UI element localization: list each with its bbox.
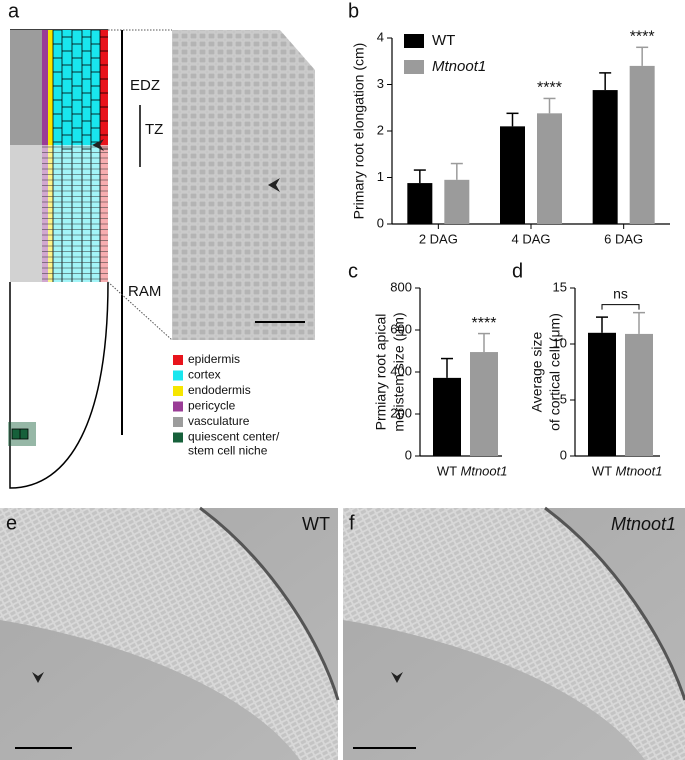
x-tick-label: Mtnoot1: [461, 463, 508, 478]
tissue: [48, 145, 53, 282]
tissue: [100, 30, 108, 145]
tissue: [53, 30, 100, 145]
y-tick-label: 0: [405, 447, 412, 462]
zone-label: TZ: [145, 121, 163, 138]
y-tick-label: 600: [390, 321, 412, 336]
bar: [500, 126, 525, 224]
legend-label: WT: [432, 32, 455, 49]
legend-label: stem cell niche: [188, 444, 268, 458]
zone-label: RAM: [128, 283, 161, 300]
y-axis-label: Prmiary root apical: [373, 314, 389, 431]
bar: [588, 332, 616, 456]
y-axis-label: Primary root elongation (cm): [351, 43, 367, 220]
bar: [537, 113, 562, 224]
x-tick-label: WT: [592, 463, 612, 478]
y-tick-label: 2: [377, 122, 384, 137]
micrograph: [172, 30, 315, 340]
x-tick-label: Mtnoot1: [616, 463, 663, 478]
arrowhead: [92, 139, 104, 151]
annotation: ****: [630, 29, 655, 46]
legend-label: epidermis: [188, 352, 240, 366]
x-tick-label: WT: [437, 463, 457, 478]
genotype-label: WT: [302, 514, 330, 534]
y-axis-label: meristem size (μm): [391, 312, 407, 431]
arrowhead: [268, 178, 280, 192]
legend-label: cortex: [188, 368, 221, 382]
bar: [629, 65, 655, 225]
tissue: [42, 30, 48, 145]
zone-label: EDZ: [130, 77, 160, 94]
x-tick-label: 4 DAG: [511, 231, 550, 246]
panel-label: a: [8, 0, 20, 22]
genotype-label: Mtnoot1: [611, 514, 676, 534]
root-schematic: [9, 29, 315, 489]
y-tick-label: 4: [377, 29, 384, 44]
y-axis-label: of cortical cell (μm): [547, 313, 563, 431]
significance-bracket: [601, 304, 640, 310]
bar: [407, 183, 433, 224]
legend-label: endodermis: [188, 383, 251, 397]
bar: [625, 333, 653, 456]
y-tick-label: 0: [560, 447, 567, 462]
y-tick-label: 400: [390, 363, 412, 378]
tissue: [48, 30, 53, 145]
y-tick-label: 15: [553, 279, 567, 294]
legend-swatch: [173, 386, 183, 396]
y-axis-label: Average size: [529, 331, 545, 412]
annotation: ****: [472, 315, 497, 332]
y-tick-label: 0: [377, 215, 384, 230]
legend-label: pericycle: [188, 399, 236, 413]
x-tick-label: 2 DAG: [419, 231, 458, 246]
x-tick-label: 6 DAG: [604, 231, 643, 246]
y-tick-label: 1: [377, 169, 384, 184]
legend-swatch: [173, 370, 183, 381]
legend-swatch: [173, 432, 183, 443]
bar: [433, 377, 461, 456]
tissue: [10, 145, 42, 282]
tissue: [10, 30, 42, 145]
legend-label: vasculature: [188, 414, 250, 428]
bar: [470, 352, 498, 456]
panel-label: b: [348, 0, 359, 22]
panel-label: f: [349, 512, 355, 534]
legend-label: quiescent center/: [188, 430, 280, 444]
legend-label: Mtnoot1: [432, 58, 486, 75]
y-tick-label: 10: [553, 335, 567, 350]
legend-swatch: [173, 417, 183, 427]
bar: [592, 90, 618, 224]
y-tick-label: 3: [377, 76, 384, 91]
legend-swatch: [173, 355, 183, 365]
panel-label: c: [348, 260, 358, 282]
tissue: [53, 145, 100, 282]
annotation: ns: [613, 285, 628, 301]
tissue: [100, 145, 108, 282]
legend-swatch: [404, 34, 424, 48]
panel-label: e: [6, 512, 17, 534]
y-tick-label: 800: [390, 279, 412, 294]
legend-swatch: [173, 401, 183, 412]
y-tick-label: 5: [560, 391, 567, 406]
tissue: [42, 145, 48, 282]
panel-label: d: [512, 260, 523, 282]
bar: [444, 179, 470, 224]
annotation: ****: [537, 80, 562, 97]
legend-swatch: [404, 60, 424, 74]
micrograph-e: [0, 506, 340, 760]
y-tick-label: 200: [390, 405, 412, 420]
micrograph-f: [343, 506, 685, 760]
